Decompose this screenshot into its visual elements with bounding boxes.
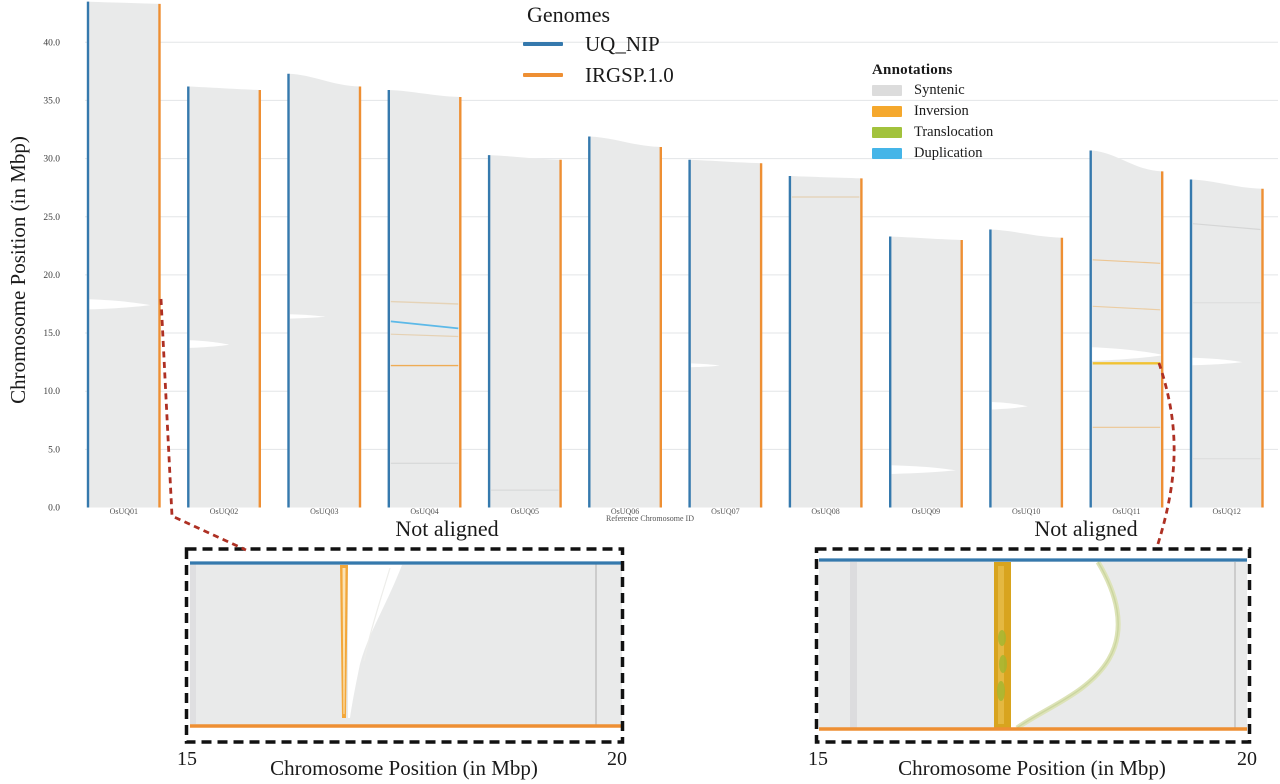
not-aligned-gap [1192, 357, 1243, 366]
inset-body [190, 563, 622, 726]
annotation-line-inversion [1092, 259, 1161, 264]
x-axis-title: Reference Chromosome ID [606, 514, 694, 523]
translocation-ribbon-edge [1016, 561, 1119, 729]
y-tick-label: 20.0 [43, 271, 60, 281]
not-aligned-gap [691, 363, 720, 368]
syntenic-region [890, 236, 962, 508]
legend-item-duplication: Duplication [872, 143, 993, 163]
inset-dashed-border [184, 547, 625, 744]
y-tick-label: 0.0 [48, 504, 60, 514]
x-category-label: OsUQ11 [1112, 507, 1140, 516]
not-aligned-gap [891, 465, 956, 474]
y-tick-label: 5.0 [48, 445, 60, 455]
duplication-label: Duplication [914, 144, 983, 161]
x-category-label: OsUQ04 [410, 507, 438, 516]
genomes-legend: Genomes UQ_NIP IRGSP.1.0 [521, 2, 674, 90]
translocation-blob [998, 630, 1006, 646]
y-tick-label: 25.0 [43, 213, 60, 223]
x-category-label: OsUQ02 [210, 507, 238, 516]
syntenic-region [288, 73, 360, 508]
syntenic-region [990, 229, 1062, 508]
translocation-swatch [872, 126, 902, 138]
centromeric-stripe [850, 562, 857, 728]
y-tick-label: 40.0 [43, 38, 60, 48]
left-inset-tick-start: 15 [177, 748, 197, 770]
inset-dashed-border [814, 547, 1252, 744]
legend-item-syntenic: Syntenic [872, 80, 993, 100]
syntenic-region [789, 176, 862, 508]
inversion-label: Inversion [914, 102, 969, 119]
y-axis-title: Chromosome Position (in Mbp) [6, 136, 30, 404]
not-aligned-gap [290, 314, 326, 319]
annotations-legend-title: Annotations [872, 62, 953, 78]
y-tick-label: 10.0 [43, 387, 60, 397]
left-zoom-inset [184, 547, 625, 744]
syntenic-region [1090, 150, 1163, 508]
left-inset-x-axis-title: Chromosome Position (in Mbp) [270, 756, 538, 780]
translocation-blob [999, 655, 1007, 673]
uq-nip-label: UQ_NIP [585, 31, 660, 56]
not-aligned-label-left: Not aligned [395, 516, 499, 541]
annotation-line-tan [390, 333, 459, 338]
not-aligned-gap [1092, 347, 1164, 361]
y-tick-label: 35.0 [43, 96, 60, 106]
syntenic-region [489, 155, 561, 508]
x-category-label: OsUQ10 [1012, 507, 1040, 516]
x-category-label: OsUQ01 [110, 507, 138, 516]
y-tick-label: 30.0 [43, 155, 60, 165]
irgsp-line-swatch [523, 73, 563, 77]
syntenic-region [88, 1, 160, 508]
translocation-label: Translocation [914, 123, 994, 140]
y-tick-label: 15.0 [43, 329, 60, 339]
annotations-legend: Annotations Syntenic Inversion Transloca… [872, 62, 993, 163]
translocation-blob [997, 681, 1005, 701]
x-category-label: OsUQ05 [511, 507, 539, 516]
x-category-label: OsUQ09 [912, 507, 940, 516]
left-inset-tick-end: 20 [607, 748, 627, 770]
not-aligned-gap [89, 299, 151, 310]
genomes-legend-title: Genomes [527, 2, 611, 27]
inversion-swatch [872, 105, 902, 117]
legend-item-inversion: Inversion [872, 101, 993, 121]
right-inset-x-axis-title: Chromosome Position (in Mbp) [898, 756, 1166, 780]
x-category-label: OsUQ08 [811, 507, 839, 516]
duplication-swatch [872, 147, 902, 159]
not-aligned-label-right: Not aligned [1034, 516, 1138, 541]
x-category-label: OsUQ07 [711, 507, 739, 516]
x-category-label: OsUQ06 [611, 507, 639, 516]
x-category-label: OsUQ03 [310, 507, 338, 516]
legend-item-irgsp: IRGSP.1.0 [521, 60, 674, 90]
legend-item-uq-nip: UQ_NIP [521, 29, 674, 59]
right-inset-tick-start: 15 [808, 748, 828, 770]
syntenic-swatch [872, 84, 902, 96]
annotation-line-inversion [1092, 305, 1161, 311]
legend-item-translocation: Translocation [872, 122, 993, 142]
syntenic-region [1191, 179, 1263, 508]
right-zoom-inset [814, 547, 1252, 744]
uq-nip-line-swatch [523, 42, 563, 46]
not-aligned-gap [996, 562, 1119, 728]
annotation-line-tan [390, 300, 459, 305]
syntenic-region [188, 86, 260, 508]
syntenic-region [388, 90, 461, 508]
irgsp-label: IRGSP.1.0 [585, 62, 674, 87]
inversion-band-core [342, 568, 346, 714]
syntenic-region [589, 136, 661, 508]
not-aligned-gap [348, 565, 402, 718]
gap-hairline [363, 567, 391, 662]
centromeric-stripe [190, 564, 196, 724]
right-inset-tick-end: 20 [1237, 748, 1257, 770]
annotation-line-gray [1192, 223, 1261, 231]
syntenic-region [689, 159, 762, 508]
not-aligned-gap [991, 402, 1028, 410]
x-category-label: OsUQ12 [1212, 507, 1240, 516]
annotation-line-duplication [390, 320, 459, 330]
syntenic-label: Syntenic [914, 81, 965, 98]
